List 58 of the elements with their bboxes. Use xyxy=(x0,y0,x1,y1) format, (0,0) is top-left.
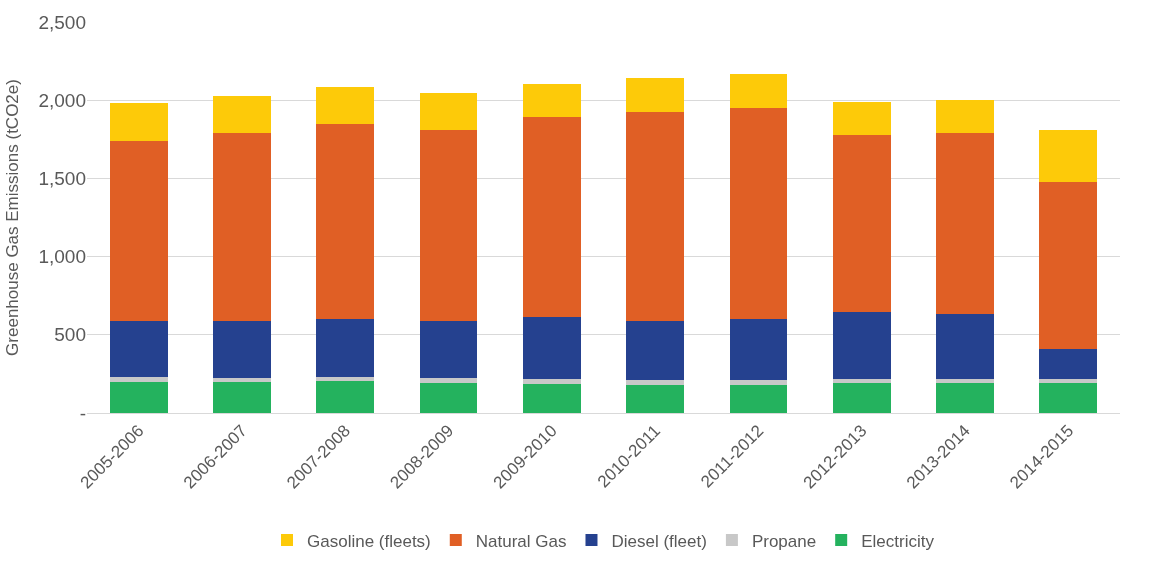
bar xyxy=(316,86,375,125)
bar xyxy=(626,384,685,413)
bar xyxy=(832,383,891,413)
bar xyxy=(1039,383,1098,413)
bar xyxy=(729,385,788,413)
bar xyxy=(936,133,994,314)
bar xyxy=(109,103,168,141)
bar xyxy=(729,318,788,381)
bar xyxy=(109,377,168,383)
bar xyxy=(419,383,478,413)
bar xyxy=(936,314,994,379)
y-tick-label: 1,000 xyxy=(38,246,86,268)
y-axis-title: Greenhouse Gas Emissions (tCO2e) xyxy=(3,79,22,356)
bar xyxy=(626,78,685,113)
bar xyxy=(109,320,168,378)
bar xyxy=(1039,130,1098,182)
bar xyxy=(419,129,478,322)
bar xyxy=(419,92,478,130)
bar xyxy=(832,101,891,136)
bar xyxy=(626,320,685,381)
bar xyxy=(729,108,788,319)
legend-label: Propane xyxy=(751,531,817,551)
bar xyxy=(316,319,375,377)
bar xyxy=(626,112,685,321)
y-tick-label: 500 xyxy=(54,324,86,346)
bar xyxy=(832,311,891,379)
bar xyxy=(522,84,581,117)
bar xyxy=(213,95,271,134)
bar xyxy=(419,321,478,379)
bar xyxy=(522,378,581,384)
bar xyxy=(419,378,478,384)
bar xyxy=(213,133,271,321)
bar xyxy=(936,99,994,134)
legend-label: Gasoline (fleets) xyxy=(307,531,431,551)
bar xyxy=(522,116,581,317)
bar xyxy=(1039,181,1098,350)
y-tick-label: - xyxy=(79,402,86,424)
bar xyxy=(213,382,271,413)
bar xyxy=(109,140,168,321)
bar xyxy=(316,381,375,413)
legend-label: Electricity xyxy=(861,531,935,551)
bar xyxy=(729,380,788,386)
legend-label: Diesel (fleet) xyxy=(611,531,707,551)
y-tick-label: 2,500 xyxy=(38,11,86,33)
bar xyxy=(729,74,788,109)
legend-label: Natural Gas xyxy=(475,531,567,551)
bar xyxy=(832,135,891,312)
bar xyxy=(316,376,375,382)
y-tick-label: 1,500 xyxy=(38,168,86,190)
bar xyxy=(213,320,271,378)
bar xyxy=(626,380,685,385)
bar xyxy=(109,382,168,413)
bar xyxy=(936,383,994,413)
bar xyxy=(1039,349,1098,379)
bar xyxy=(522,383,581,413)
y-tick-label: 2,000 xyxy=(38,89,86,111)
bar xyxy=(522,316,581,379)
bar xyxy=(316,124,375,320)
